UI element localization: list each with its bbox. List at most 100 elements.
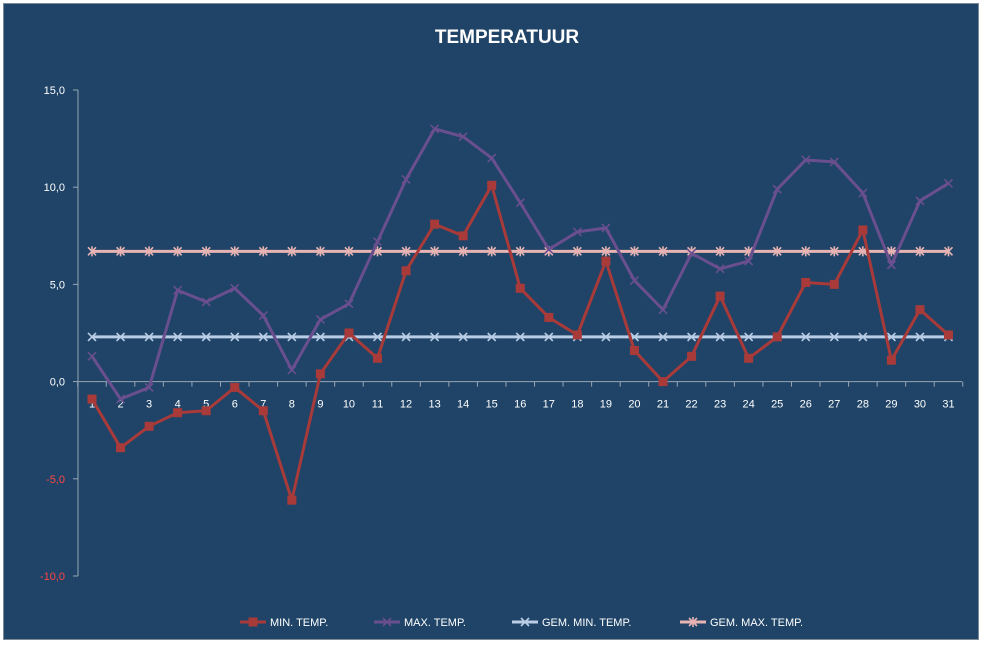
data-point <box>915 196 925 206</box>
series-gem-max-temp <box>87 246 954 257</box>
x-tick-label: 30 <box>914 399 926 411</box>
data-point <box>915 332 925 342</box>
marker-stroke <box>173 332 183 342</box>
data-point <box>715 264 725 274</box>
data-point <box>487 332 497 342</box>
data-point <box>629 345 639 355</box>
data-point <box>430 124 440 134</box>
legend-marker <box>382 617 392 627</box>
marker-stroke <box>87 332 97 342</box>
data-point <box>858 188 868 198</box>
data-point <box>258 246 268 257</box>
marker-stroke <box>230 283 240 293</box>
marker-stroke <box>915 332 925 342</box>
marker-stroke <box>287 365 297 375</box>
data-point <box>315 246 325 257</box>
data-point <box>315 332 325 342</box>
data-point <box>744 332 754 342</box>
data-point <box>173 246 183 257</box>
series-line <box>90 183 950 502</box>
data-point <box>829 332 839 342</box>
legend-label: MIN. TEMP. <box>270 617 328 629</box>
marker-stroke <box>115 332 126 342</box>
data-point <box>173 332 183 342</box>
data-point <box>287 495 297 505</box>
data-point <box>629 275 640 286</box>
marker-stroke <box>401 332 411 342</box>
data-point <box>458 132 468 142</box>
data-point <box>401 174 411 184</box>
series-gem-min-temp <box>87 332 954 342</box>
data-point <box>144 382 154 392</box>
marker-stroke <box>858 188 868 198</box>
data-point <box>344 328 354 338</box>
data-point <box>258 310 268 321</box>
data-point <box>458 246 468 257</box>
marker-stroke <box>772 184 782 194</box>
y-tick-label: 15,0 <box>44 85 65 97</box>
data-point <box>772 246 782 257</box>
marker-stroke <box>382 617 392 627</box>
series-layer <box>87 124 954 505</box>
y-tick-label: 0,0 <box>50 377 65 389</box>
data-point <box>344 246 354 257</box>
marker-stroke <box>173 285 183 295</box>
data-point <box>915 305 925 315</box>
marker-stroke <box>829 332 839 342</box>
data-point <box>544 312 554 322</box>
marker-stroke <box>686 248 697 258</box>
data-point <box>544 244 554 254</box>
y-tick-label: 10,0 <box>44 182 65 194</box>
marker-stroke <box>544 332 554 342</box>
marker-stroke <box>458 332 468 342</box>
data-point <box>544 332 554 342</box>
data-point <box>458 332 468 342</box>
data-point <box>144 332 154 342</box>
marker-stroke <box>201 332 211 342</box>
marker-stroke <box>258 332 268 342</box>
data-point <box>230 382 240 392</box>
data-point <box>886 246 896 257</box>
data-point <box>287 365 297 375</box>
marker-stroke <box>287 332 297 342</box>
marker-stroke <box>315 314 325 324</box>
marker-stroke <box>515 198 525 208</box>
data-point <box>886 332 896 342</box>
data-point <box>801 332 811 342</box>
series-line <box>90 127 950 401</box>
data-point <box>144 246 154 257</box>
marker-stroke <box>801 332 811 342</box>
data-point <box>372 332 383 342</box>
data-point <box>173 408 183 418</box>
data-point <box>858 332 868 342</box>
x-tick-label: 27 <box>828 399 840 411</box>
x-tick-label: 10 <box>343 399 355 411</box>
data-point <box>915 246 925 257</box>
data-point <box>515 283 525 293</box>
marker-stroke <box>572 227 582 237</box>
data-point <box>401 246 411 257</box>
marker-stroke <box>943 178 954 188</box>
marker-stroke <box>629 275 640 286</box>
data-point <box>686 332 697 342</box>
x-tick-label: 13 <box>428 399 440 411</box>
data-point <box>943 178 954 188</box>
legend-marker <box>520 617 530 627</box>
x-tick-label: 12 <box>400 399 412 411</box>
data-point <box>344 299 354 309</box>
data-point <box>829 279 839 289</box>
marker-stroke <box>401 174 411 184</box>
y-tick-label: 5,0 <box>50 279 65 291</box>
marker-stroke <box>520 617 530 627</box>
data-point <box>230 283 240 293</box>
x-tick-label: 5 <box>203 399 209 411</box>
marker-stroke <box>458 132 468 142</box>
data-point <box>401 266 411 276</box>
x-tick-label: 1 <box>89 399 95 411</box>
data-point <box>315 369 325 379</box>
x-tick-label: 31 <box>942 399 954 411</box>
marker-stroke <box>487 153 497 163</box>
legend-label: GEM. MAX. TEMP. <box>710 617 803 629</box>
x-tick-label: 7 <box>260 399 266 411</box>
x-tick-label: 25 <box>771 399 783 411</box>
